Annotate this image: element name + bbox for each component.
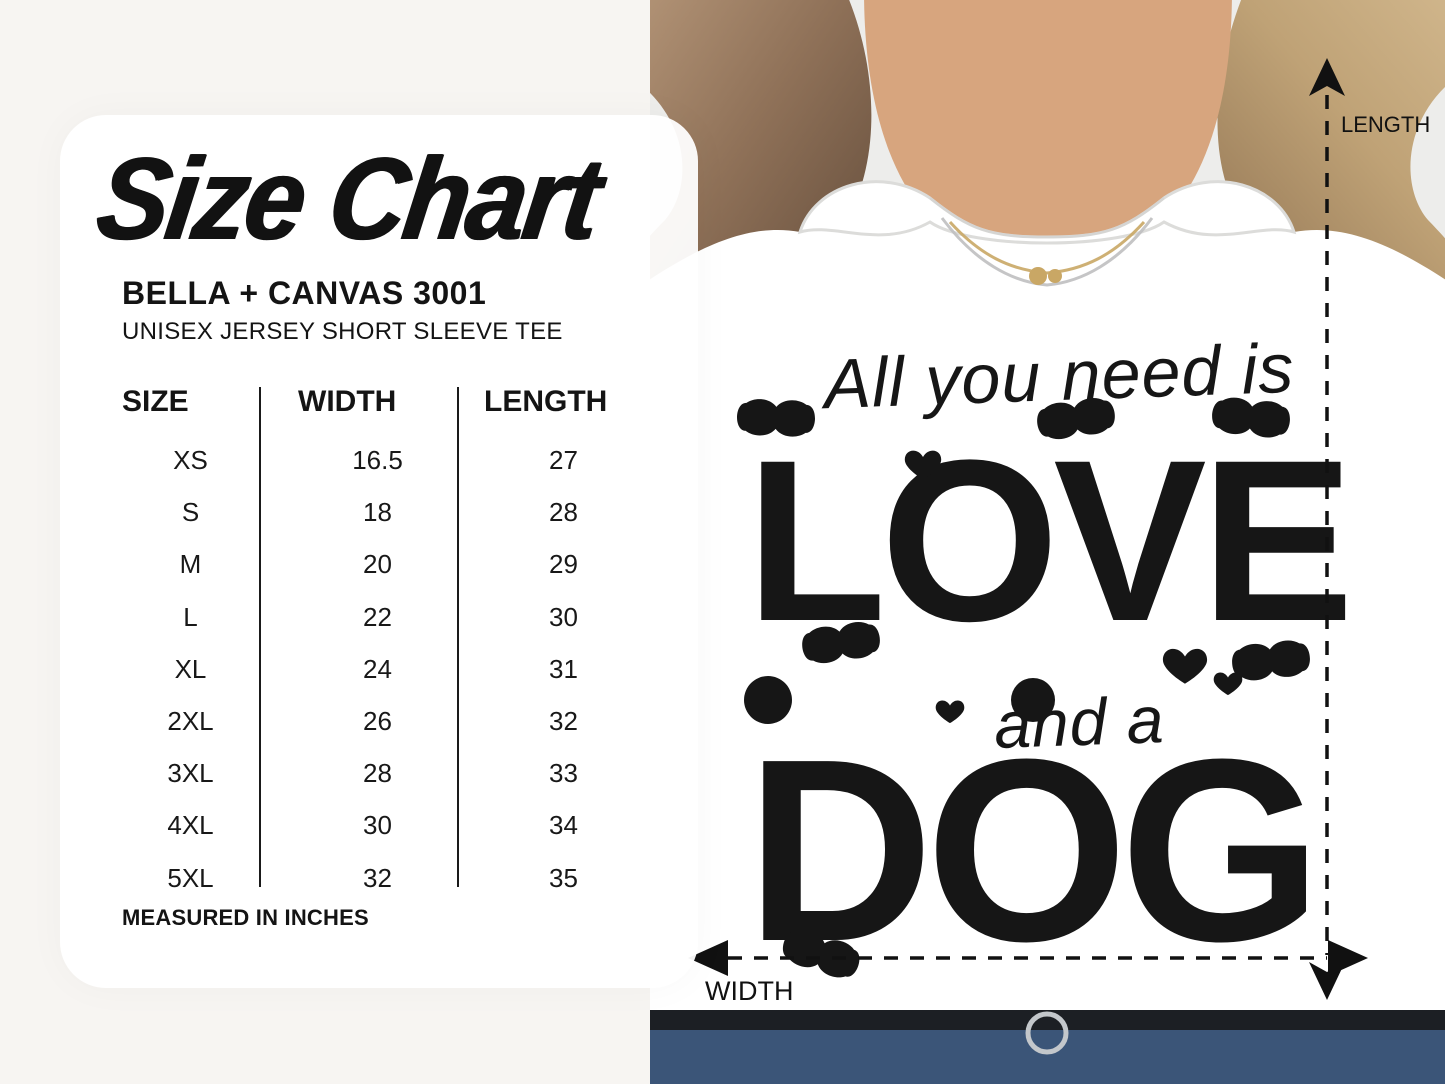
svg-text:LENGTH: LENGTH <box>1341 112 1430 137</box>
svg-text:WIDTH: WIDTH <box>705 976 793 1006</box>
